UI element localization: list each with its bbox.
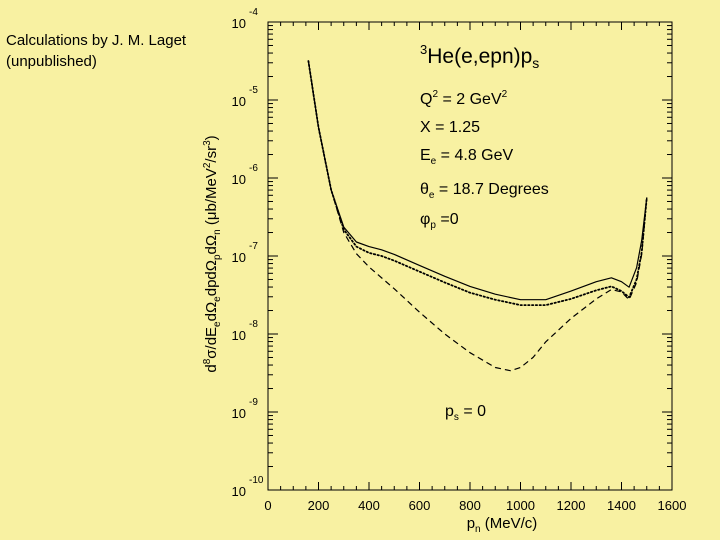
tick-labels: 0 200 400 600 800 1000 1200 1400 160010-410-510-…	[232, 7, 687, 513]
y-tick-exponent: -9	[249, 397, 258, 408]
y-tick-label: 10	[232, 328, 246, 343]
annotation-ps: ps = 0	[445, 403, 486, 423]
y-axis-title: d8σ/dEedΩedpdΩpdΩn (μb/MeV2/sr3)	[202, 135, 223, 372]
y-tick-label: 10	[232, 172, 246, 187]
y-tick-exponent: -4	[249, 7, 258, 18]
y-tick-exponent: -8	[249, 319, 258, 330]
x-axis-title: pn (MeV/c)	[467, 515, 538, 535]
series-line-solid	[307, 60, 648, 301]
x-tick-label: 200	[308, 498, 330, 513]
y-tick-exponent: -5	[249, 85, 258, 96]
series-line-dotted	[307, 60, 648, 306]
x-tick-label: 1000	[506, 498, 535, 513]
x-tick-label: 1200	[557, 498, 586, 513]
y-tick-exponent: -6	[249, 163, 258, 174]
x-tick-label: 0	[264, 498, 271, 513]
credit-line-author: Calculations by J. M. Laget	[6, 32, 187, 49]
x-tick-label: 1400	[607, 498, 636, 513]
x-tick-label: 1600	[658, 498, 687, 513]
y-tick-label: 10	[232, 250, 246, 265]
x-tick-label: 800	[459, 498, 481, 513]
title-reaction: He(e,epn)p	[427, 45, 532, 68]
title-subscript: s	[532, 55, 539, 71]
x-tick-label: 400	[358, 498, 380, 513]
y-tick-exponent: -10	[249, 475, 264, 486]
series-lines	[307, 60, 648, 372]
y-tick-label: 10	[232, 484, 246, 499]
title-mass-number: 3	[420, 42, 427, 57]
y-tick-exponent: -7	[249, 241, 258, 252]
y-tick-label: 10	[232, 406, 246, 421]
credit-line-status: (unpublished)	[6, 53, 97, 70]
y-tick-label: 10	[232, 94, 246, 109]
annotation-energy: Ee = 4.8 GeV	[420, 147, 514, 167]
y-tick-label: 10	[232, 16, 246, 31]
credit-note: Calculations by J. M. Laget (unpublished…	[6, 30, 186, 72]
series-line-dashed	[307, 60, 648, 372]
axis-ticks	[267, 21, 673, 491]
chart-title: 3He(e,epn)ps	[420, 42, 539, 71]
annotation-x: X = 1.25	[420, 119, 480, 136]
annotation-q2: Q2 = 2 GeV2	[420, 89, 508, 108]
x-tick-label: 600	[409, 498, 431, 513]
annotation-phi: φp =0	[420, 211, 459, 231]
annotation-theta: θe = 18.7 Degrees	[420, 181, 549, 201]
